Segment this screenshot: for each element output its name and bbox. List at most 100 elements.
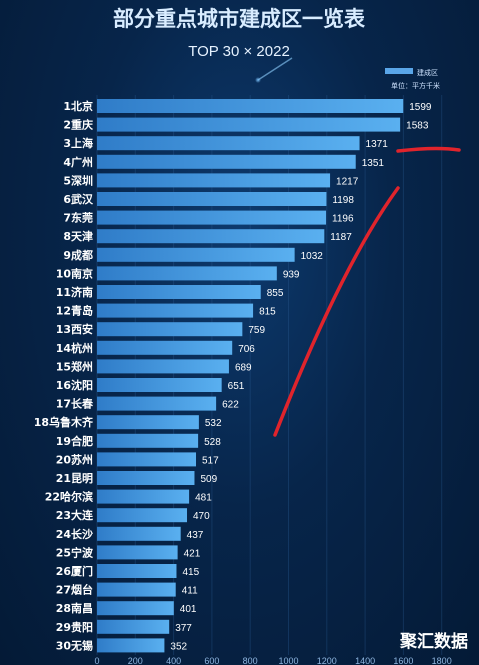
category-label-6: 6武汉 (63, 192, 94, 206)
bar-22 (97, 489, 190, 504)
x-tick-label-600: 600 (204, 656, 219, 665)
value-label-17: 622 (222, 400, 239, 411)
value-label-23: 470 (193, 511, 210, 522)
category-labels: 1北京 2重庆 3上海 4广州 5深圳 6武汉 7东莞 8天津 9成都 10南京 11济南 12青岛 1… (34, 99, 94, 652)
value-label-13: 759 (248, 325, 265, 336)
value-label-2: 1583 (406, 121, 429, 132)
annotation-strokes (273, 146, 461, 437)
category-label-26: 26厦门 (56, 564, 93, 578)
value-label-8: 1187 (330, 232, 352, 243)
legend-series-label: 建成区 (417, 68, 438, 77)
bar-27 (97, 582, 176, 597)
bar-4 (97, 154, 356, 169)
value-label-14: 706 (238, 344, 255, 355)
x-tick-label-800: 800 (243, 656, 258, 665)
bar-24 (97, 526, 181, 541)
x-tick-label-1600: 1600 (393, 656, 413, 665)
category-label-22: 22哈尔滨 (45, 490, 93, 504)
value-label-21: 509 (200, 474, 217, 485)
category-label-14: 14杭州 (56, 341, 93, 355)
value-label-15: 689 (235, 362, 252, 373)
category-label-19: 19合肥 (56, 434, 93, 448)
chart-subtitle: TOP 30 × 2022 (188, 43, 290, 60)
category-label-16: 16沈阳 (56, 378, 93, 392)
legend-swatch (385, 68, 413, 74)
bar-3 (97, 136, 360, 151)
bar-15 (97, 359, 229, 374)
bar-11 (97, 285, 261, 299)
category-label-20: 20苏州 (56, 452, 93, 466)
category-label-7: 7东莞 (63, 211, 93, 225)
x-tick-label-0: 0 (94, 656, 99, 665)
annotation-underline (396, 146, 461, 153)
value-label-10: 939 (283, 269, 300, 280)
category-label-10: 10南京 (56, 266, 93, 280)
x-tick-label-1800: 1800 (432, 656, 452, 665)
value-label-19: 528 (204, 437, 221, 448)
x-tick-label-200: 200 (128, 656, 143, 665)
value-label-11: 855 (267, 288, 284, 299)
category-label-5: 5深圳 (63, 173, 93, 187)
legend-unit: 单位：平方千米 (391, 81, 440, 90)
value-label-7: 1196 (332, 214, 354, 225)
bar-17 (97, 396, 217, 411)
value-label-12: 815 (259, 307, 276, 318)
annotation-slash (273, 186, 400, 437)
category-label-21: 21昆明 (56, 472, 93, 485)
category-label-1: 1北京 (63, 99, 93, 113)
x-axis-ticks: 0 200 400 600 800 1000 1200 1400 1600 1800 (94, 656, 451, 665)
value-label-27: 411 (182, 586, 198, 597)
value-label-22: 481 (195, 493, 212, 504)
watermark: 聚汇数据 (399, 631, 468, 652)
category-label-24: 24长沙 (56, 527, 93, 541)
category-label-30: 30无锡 (56, 638, 93, 652)
bar-18 (97, 415, 199, 430)
value-label-29: 377 (175, 623, 192, 634)
category-label-3: 3上海 (63, 136, 93, 150)
meteor-decoration (255, 57, 293, 83)
category-label-9: 9成都 (63, 248, 93, 262)
category-label-12: 12青岛 (56, 304, 93, 318)
category-label-15: 15郑州 (56, 359, 93, 373)
x-tick-label-1000: 1000 (278, 656, 298, 665)
bars-group (97, 99, 404, 653)
bar-19 (97, 433, 199, 448)
x-tick-label-1200: 1200 (317, 656, 337, 665)
bar-20 (97, 452, 197, 467)
value-label-26: 415 (182, 567, 199, 578)
category-label-11: 11济南 (56, 285, 93, 299)
value-label-3: 1371 (366, 139, 389, 150)
x-tick-label-1400: 1400 (355, 656, 375, 665)
bar-28 (97, 601, 174, 616)
bar-5 (97, 173, 331, 188)
value-label-5: 1217 (336, 176, 359, 187)
bar-1 (97, 99, 404, 113)
category-label-27: 27烟台 (56, 583, 93, 597)
bar-21 (97, 471, 195, 485)
value-label-4: 1351 (362, 158, 385, 169)
value-label-30: 352 (170, 641, 187, 652)
value-label-18: 532 (205, 418, 222, 429)
category-label-18: 18乌鲁木齐 (34, 415, 94, 429)
category-label-4: 4广州 (63, 155, 93, 169)
value-label-20: 517 (202, 455, 219, 466)
bar-23 (97, 508, 188, 523)
category-label-13: 13西安 (56, 322, 93, 336)
bar-7 (97, 210, 327, 225)
bar-6 (97, 192, 327, 206)
category-label-2: 2重庆 (63, 118, 93, 132)
bar-26 (97, 564, 177, 578)
category-label-23: 23大连 (56, 508, 94, 522)
value-label-16: 651 (228, 381, 245, 392)
bar-30 (97, 638, 165, 653)
x-tick-label-400: 400 (166, 656, 181, 665)
category-label-29: 29贵阳 (56, 620, 93, 634)
bar-13 (97, 322, 243, 337)
bar-10 (97, 266, 277, 281)
legend: 建成区 单位：平方千米 (385, 68, 440, 90)
value-label-9: 1032 (301, 251, 324, 262)
bar-8 (97, 229, 325, 244)
bar-29 (97, 619, 170, 634)
